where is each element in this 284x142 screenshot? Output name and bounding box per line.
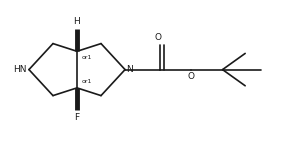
Text: H: H	[74, 17, 80, 26]
Text: or1: or1	[81, 55, 92, 60]
Text: N: N	[126, 65, 133, 74]
Text: O: O	[154, 33, 161, 42]
Text: O: O	[188, 72, 195, 81]
Text: HN: HN	[12, 65, 26, 74]
Text: F: F	[74, 113, 80, 122]
Text: or1: or1	[81, 79, 92, 84]
